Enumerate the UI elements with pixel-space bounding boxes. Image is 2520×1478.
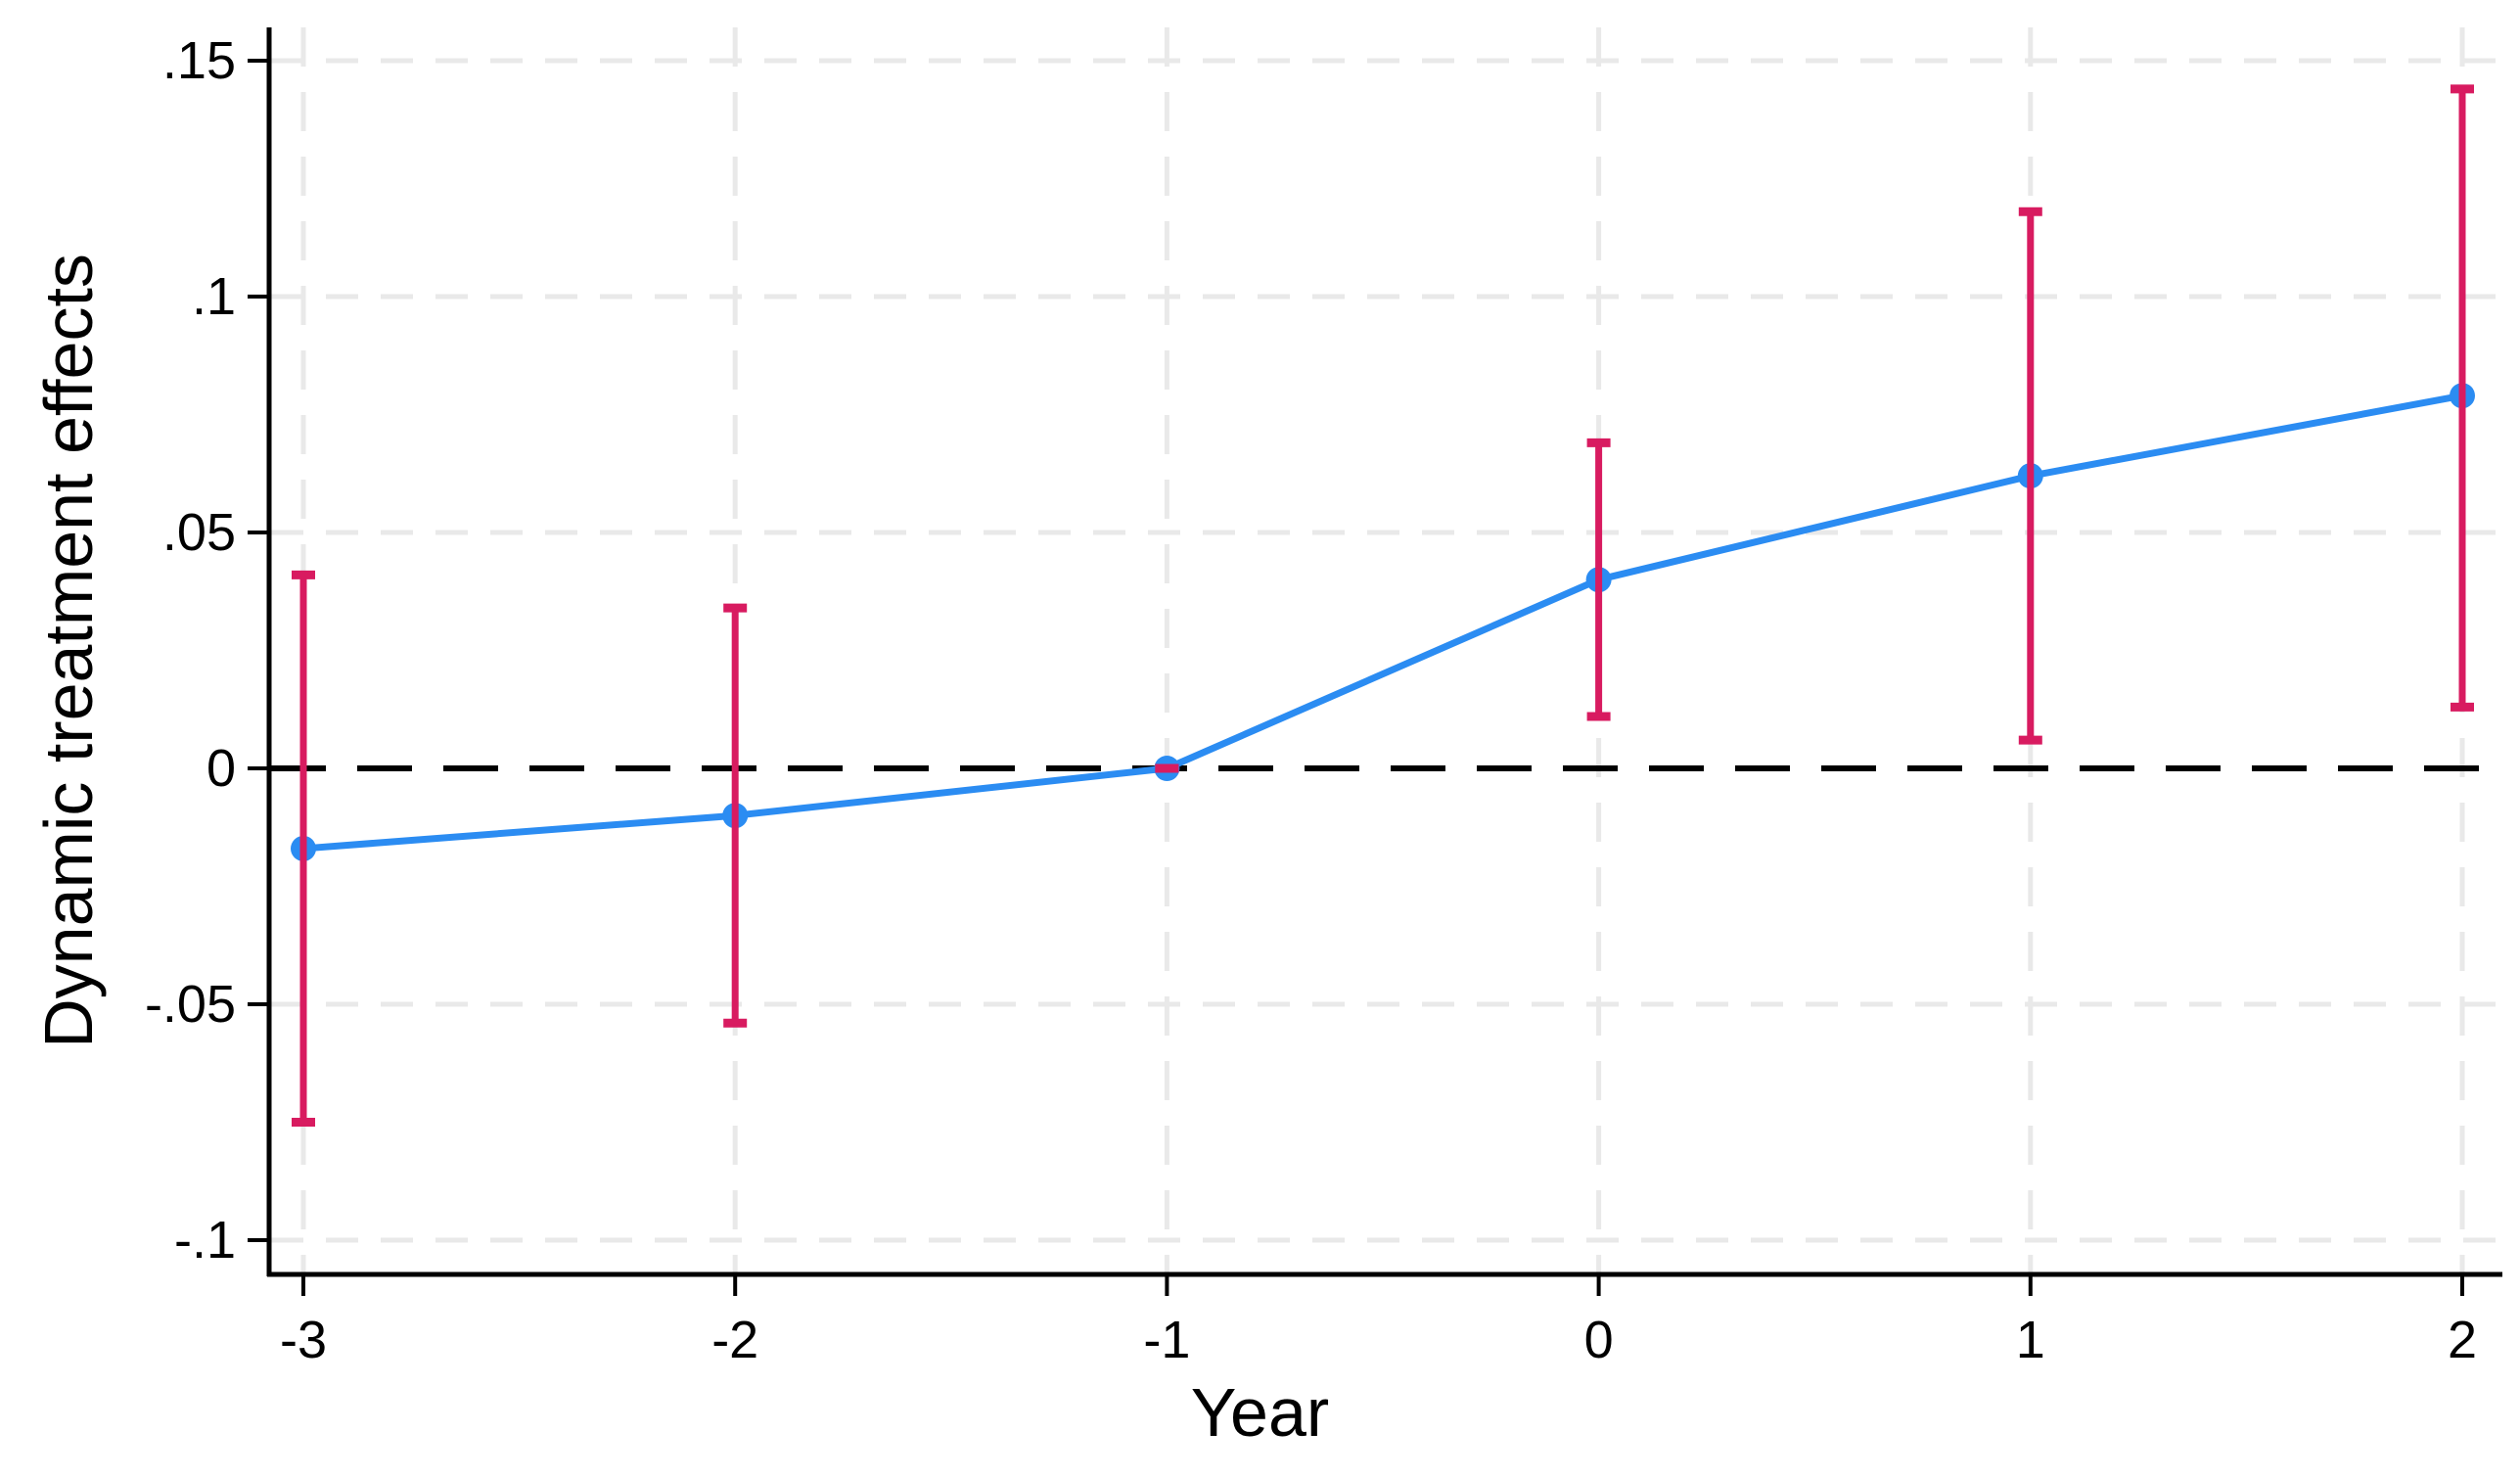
y-tick-label: -.1	[174, 1211, 236, 1270]
estimate-line	[302, 392, 2463, 853]
y-axis-title: Dynamic treatment effects	[30, 254, 107, 1048]
x-tick-label: -2	[711, 1311, 758, 1369]
y-tick-label: .1	[192, 267, 236, 326]
y-tick-label: 0	[206, 739, 236, 798]
x-tick-label: 0	[1584, 1311, 1614, 1369]
x-tick-label: 1	[2016, 1311, 2045, 1369]
x-tick-label: -3	[280, 1311, 327, 1369]
y-tick-label: .05	[162, 503, 236, 562]
y-tick-label: .15	[162, 31, 236, 90]
x-axis-title: Year	[1190, 1374, 1330, 1451]
x-tick-label: 2	[2448, 1311, 2477, 1369]
y-tick-label: -.05	[145, 975, 236, 1034]
x-tick-label: -1	[1143, 1311, 1190, 1369]
